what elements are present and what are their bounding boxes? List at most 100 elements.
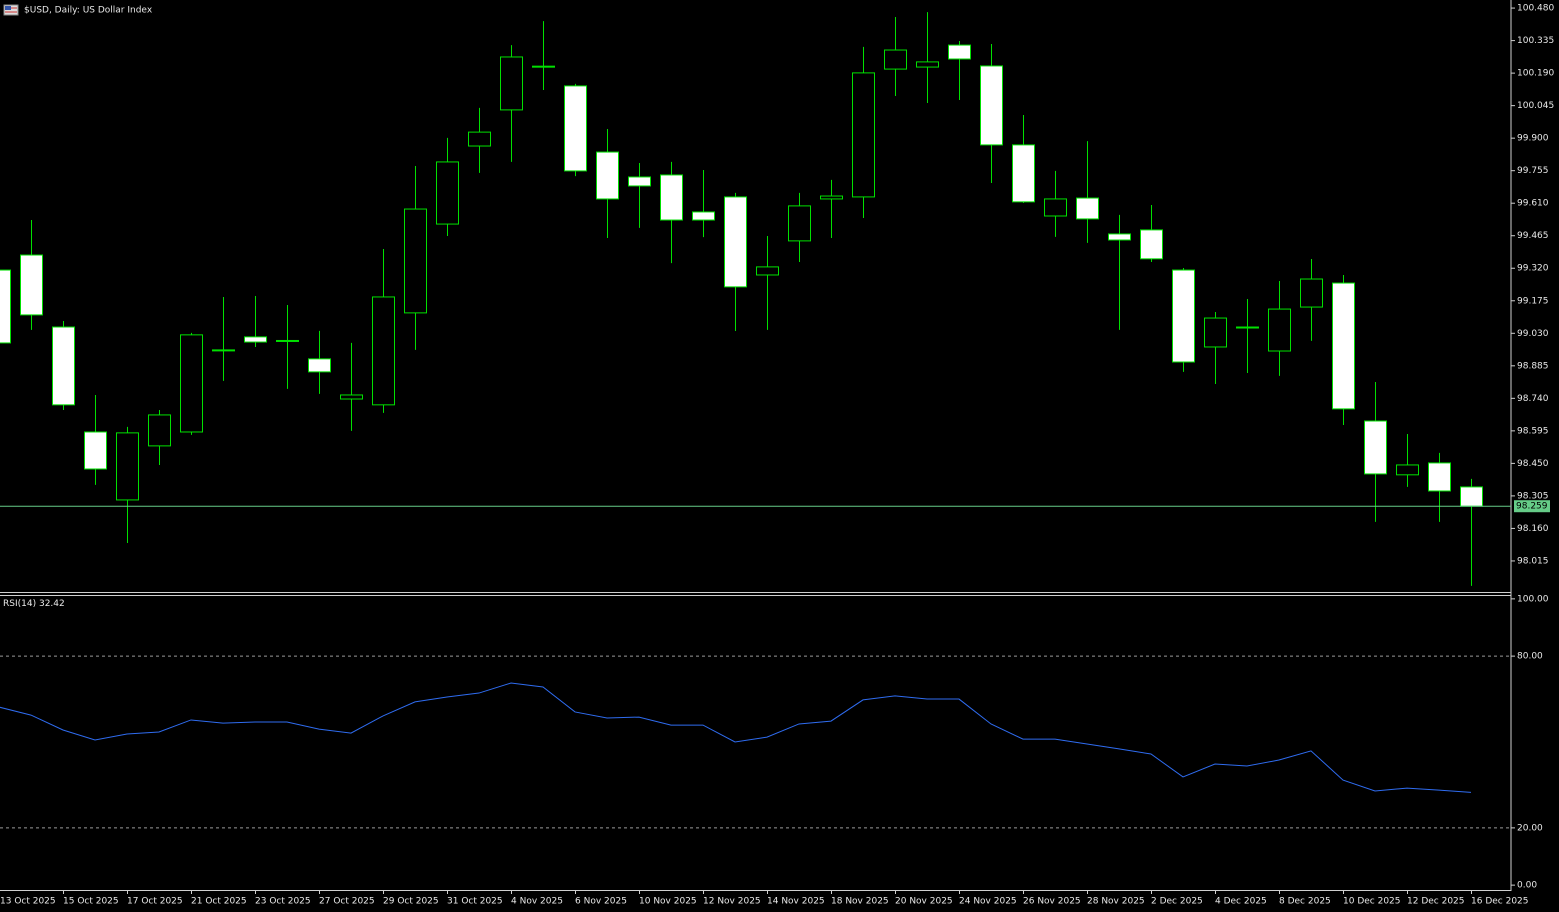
candle-body [404,208,427,314]
candle-body [596,151,619,200]
x-tick-label: 13 Oct 2025 [0,897,56,907]
x-tick-label: 10 Nov 2025 [639,897,697,907]
x-tick-label: 4 Nov 2025 [511,897,563,907]
x-tick-label: 31 Oct 2025 [447,897,503,907]
candle-body [308,358,331,373]
y-tick-label: 100.190 [1517,69,1554,79]
x-tick-label: 29 Oct 2025 [383,897,439,907]
y-tick-label: 99.030 [1517,329,1549,339]
candle-body [116,432,139,501]
x-tick-label: 26 Nov 2025 [1023,897,1081,907]
candle-body [1108,233,1131,241]
y-tick-label: 99.755 [1517,166,1549,176]
candle-body [1204,317,1227,348]
candle-body [1460,486,1483,507]
y-tick-label: 100.480 [1517,4,1554,14]
indicator-title: RSI(14) 32.42 [3,599,65,609]
symbol-icon [3,4,19,16]
x-tick-label: 4 Dec 2025 [1215,897,1267,907]
y-tick-label: 99.900 [1517,134,1549,144]
candle-body [212,349,235,352]
y-tick-label: 99.610 [1517,199,1549,209]
candle-body [852,72,875,198]
y-tick-label: 98.160 [1517,524,1549,534]
candle-body [1428,462,1451,492]
candle-body [660,174,683,221]
candle-body [916,61,939,68]
chart-title: $USD, Daily: US Dollar Index [24,6,153,16]
y-tick-label: 0.00 [1517,881,1537,891]
indicator-name: RSI(14) [3,599,36,609]
candle-body [84,431,107,470]
candle-body [1012,144,1035,203]
candle-body [468,131,491,147]
y-tick-label: 99.320 [1517,264,1549,274]
y-tick-label: 99.465 [1517,231,1549,241]
x-tick-label: 15 Oct 2025 [63,897,119,907]
last-price-box [1514,500,1550,513]
candle-body [1140,229,1163,260]
x-tick-label: 6 Nov 2025 [575,897,627,907]
x-tick-label: 16 Dec 2025 [1471,897,1529,907]
candle-body [1396,464,1419,476]
y-tick-label: 98.595 [1517,426,1549,436]
x-tick-label: 8 Dec 2025 [1279,897,1331,907]
y-tick-label: 98.015 [1517,556,1549,566]
candle-body [948,44,971,60]
rsi-line [0,682,1472,793]
candle-body [1172,269,1195,363]
x-tick-label: 28 Nov 2025 [1087,897,1145,907]
x-tick-label: 23 Oct 2025 [255,897,311,907]
candle-body [0,269,11,344]
candle-body [756,266,779,276]
y-tick-label: 99.175 [1517,296,1549,306]
x-tick-label: 24 Nov 2025 [959,897,1017,907]
candle-body [628,176,651,187]
candle-body [20,254,43,316]
candle-body [148,414,171,447]
candle-body [372,296,395,406]
indicator-value: 32.42 [39,599,65,609]
candle-body [340,394,363,400]
y-tick-label: 100.045 [1517,101,1554,111]
x-tick-label: 20 Nov 2025 [895,897,953,907]
candle-body [532,65,555,68]
y-tick-label: 80.00 [1517,652,1543,662]
candle-body [564,85,587,172]
candle-body [884,49,907,70]
x-tick-label: 14 Nov 2025 [767,897,825,907]
candle-body [52,326,75,406]
x-tick-label: 10 Dec 2025 [1343,897,1401,907]
y-tick-label: 98.450 [1517,459,1549,469]
x-tick-label: 21 Oct 2025 [191,897,247,907]
candle-body [1044,198,1067,217]
x-tick-label: 17 Oct 2025 [127,897,183,907]
candle-body [500,56,523,111]
candle-body [1364,420,1387,475]
candle-body [1332,282,1355,410]
x-tick-label: 27 Oct 2025 [319,897,375,907]
candle-body [724,196,747,288]
candle-body [1236,326,1259,329]
candle-body [244,336,267,343]
candle-body [180,334,203,433]
x-tick-label: 12 Nov 2025 [703,897,761,907]
x-tick-label: 18 Nov 2025 [831,897,889,907]
candle-body [1268,308,1291,352]
candle-body [1076,197,1099,220]
last-price-label: 98.259 [1516,502,1548,512]
y-tick-label: 100.335 [1517,36,1554,46]
y-tick-label: 98.885 [1517,361,1549,371]
candle-body [692,211,715,221]
candle-body [436,161,459,225]
y-tick-label: 98.305 [1517,491,1549,501]
y-tick-label: 100.00 [1517,594,1549,604]
candle-body [276,339,299,342]
y-tick-label: 20.00 [1517,823,1543,833]
x-tick-label: 12 Dec 2025 [1407,897,1465,907]
candle-body [788,205,811,242]
candle-body [1300,278,1323,308]
y-tick-label: 98.740 [1517,394,1549,404]
